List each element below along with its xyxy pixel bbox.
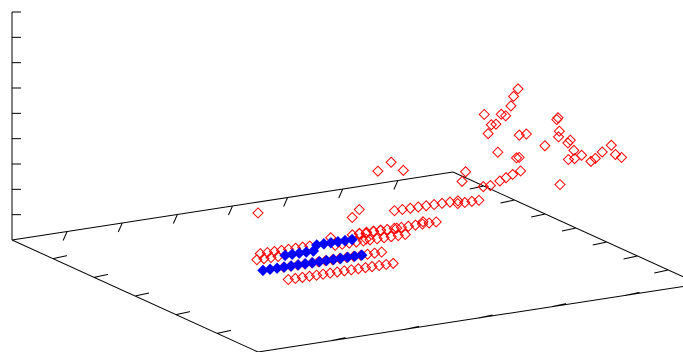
data-point bbox=[252, 207, 264, 219]
x-tick bbox=[283, 197, 289, 207]
y-tick bbox=[175, 311, 191, 316]
data-point bbox=[506, 168, 519, 181]
y-tick bbox=[134, 292, 150, 297]
floor-edge-tick bbox=[592, 241, 607, 246]
data-point bbox=[399, 228, 411, 241]
floor-edge-tick bbox=[551, 303, 567, 308]
data-point bbox=[357, 235, 370, 247]
y-tick bbox=[52, 255, 68, 260]
data-point bbox=[459, 166, 472, 178]
data-point bbox=[485, 119, 498, 131]
x-tick bbox=[117, 222, 123, 233]
data-point bbox=[510, 152, 523, 164]
data-point bbox=[356, 249, 368, 261]
data-point bbox=[520, 128, 533, 140]
data-point bbox=[387, 257, 399, 270]
data-point bbox=[492, 146, 504, 158]
data-point bbox=[553, 125, 566, 137]
data-point bbox=[456, 175, 468, 188]
data-point bbox=[562, 153, 575, 166]
x-tick bbox=[62, 231, 68, 241]
data-point bbox=[346, 211, 358, 224]
data-point bbox=[478, 108, 490, 121]
data-point bbox=[353, 203, 365, 216]
data-point bbox=[505, 100, 517, 112]
floor-edge bbox=[257, 285, 683, 352]
data-point bbox=[490, 118, 502, 130]
data-point bbox=[589, 152, 602, 165]
data-point bbox=[310, 269, 323, 281]
data-point bbox=[512, 83, 524, 95]
data-point bbox=[484, 179, 497, 192]
data-point bbox=[482, 127, 494, 140]
data-point bbox=[552, 131, 565, 143]
data-point bbox=[500, 172, 512, 184]
data-point bbox=[568, 144, 580, 157]
y-tick bbox=[93, 273, 109, 278]
floor-edge-tick bbox=[654, 269, 669, 274]
floor-edge-tick bbox=[404, 325, 420, 330]
data-point bbox=[596, 146, 608, 158]
x-tick bbox=[393, 180, 399, 190]
data-point bbox=[417, 216, 429, 228]
marks-layer bbox=[251, 83, 628, 286]
x-tick bbox=[338, 188, 344, 199]
data-point bbox=[554, 178, 566, 191]
data-point bbox=[551, 113, 563, 126]
data-point bbox=[494, 175, 506, 187]
data-point bbox=[372, 165, 384, 177]
floor-edge bbox=[452, 171, 683, 278]
data-point bbox=[605, 139, 618, 151]
data-point bbox=[375, 246, 388, 258]
series-filled-blue bbox=[257, 233, 368, 277]
data-point bbox=[609, 148, 622, 161]
floor-edge-tick bbox=[561, 227, 577, 232]
data-point bbox=[385, 156, 397, 168]
data-point bbox=[397, 164, 410, 177]
axes-layer bbox=[11, 11, 683, 352]
data-point bbox=[374, 224, 387, 236]
floor-edge-tick bbox=[625, 291, 640, 296]
data-point bbox=[539, 140, 551, 152]
data-point bbox=[391, 222, 403, 234]
data-point bbox=[575, 149, 588, 161]
data-point bbox=[507, 90, 520, 103]
data-point bbox=[473, 194, 485, 207]
data-point bbox=[562, 137, 574, 149]
floor-edge-tick bbox=[469, 185, 484, 190]
x-tick bbox=[172, 214, 178, 224]
floor-edge-tick bbox=[623, 255, 638, 260]
data-point bbox=[495, 108, 507, 120]
data-point bbox=[499, 110, 512, 122]
data-point bbox=[615, 151, 628, 164]
floor-edge-tick bbox=[500, 199, 515, 204]
data-point bbox=[452, 195, 464, 207]
data-point bbox=[430, 216, 442, 228]
data-point bbox=[346, 233, 358, 246]
floor-edge-tick bbox=[478, 314, 493, 319]
y-tick bbox=[216, 329, 232, 334]
data-point bbox=[585, 155, 597, 168]
floor-edge-tick bbox=[531, 213, 546, 218]
data-point bbox=[513, 151, 525, 164]
data-point bbox=[359, 261, 372, 274]
x-tick bbox=[228, 205, 233, 216]
data-point bbox=[552, 112, 564, 124]
floor-edge-tick bbox=[331, 337, 346, 342]
data-point bbox=[307, 245, 320, 257]
data-point bbox=[360, 233, 372, 245]
data-point bbox=[514, 165, 527, 177]
